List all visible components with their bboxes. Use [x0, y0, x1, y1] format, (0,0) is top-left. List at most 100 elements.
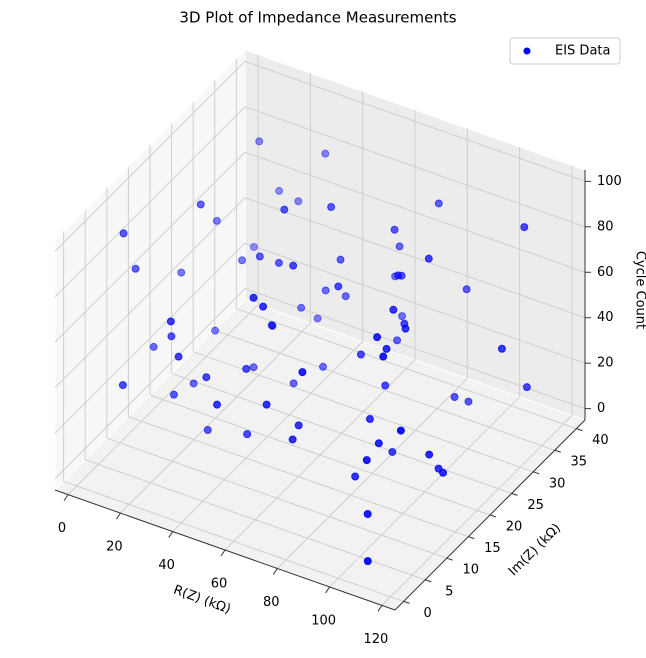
- data-point: [202, 373, 211, 382]
- data-point: [321, 286, 330, 295]
- x-tick-label: 20: [106, 540, 123, 555]
- data-point: [362, 456, 371, 465]
- data-point: [395, 242, 404, 251]
- data-point: [289, 379, 298, 388]
- data-point: [149, 342, 158, 351]
- data-point: [119, 229, 128, 238]
- data-point: [398, 312, 407, 321]
- tick-mark: [511, 492, 518, 496]
- tick-mark: [403, 600, 410, 604]
- data-point: [390, 225, 399, 234]
- data-point: [497, 344, 506, 353]
- data-point: [189, 379, 198, 388]
- grid-line: [193, 351, 534, 473]
- y-axis: [394, 419, 586, 611]
- data-point: [196, 200, 205, 209]
- grid-line: [244, 60, 586, 182]
- data-point: [118, 381, 127, 390]
- data-point: [262, 400, 271, 409]
- data-point: [396, 426, 405, 435]
- data-point: [275, 186, 284, 195]
- data-point: [439, 468, 448, 477]
- x-tick-label: 0: [58, 521, 66, 536]
- data-point: [169, 390, 178, 399]
- data-point: [255, 252, 264, 261]
- data-point: [274, 258, 283, 267]
- grid-line: [128, 416, 469, 538]
- tick-mark: [489, 514, 497, 518]
- data-point: [238, 256, 247, 265]
- grid-line: [54, 61, 246, 252]
- grid-line: [244, 242, 586, 364]
- y-tick-label: 5: [445, 584, 453, 599]
- data-point: [382, 344, 391, 353]
- tick-mark: [168, 531, 174, 538]
- data-point: [212, 216, 221, 225]
- data-point: [388, 447, 397, 456]
- x-tick-label: 40: [158, 558, 175, 573]
- data-point: [424, 254, 433, 263]
- tick-mark: [446, 557, 453, 561]
- data-point: [336, 255, 345, 264]
- data-point: [522, 383, 531, 392]
- data-point: [374, 439, 383, 448]
- data-point: [520, 223, 529, 232]
- legend-marker: [523, 47, 531, 55]
- data-point: [249, 293, 258, 302]
- data-point: [255, 137, 264, 146]
- data-point: [434, 199, 443, 208]
- data-point: [365, 415, 374, 424]
- tick-mark: [325, 586, 331, 594]
- data-point: [327, 202, 336, 211]
- data-point: [356, 350, 365, 359]
- tick-mark: [425, 579, 432, 583]
- y-tick-label: 20: [506, 520, 523, 535]
- data-point: [203, 425, 212, 434]
- z-tick-label: 0: [597, 401, 605, 416]
- data-point: [401, 324, 410, 333]
- data-point: [425, 450, 434, 459]
- tick-mark: [377, 605, 383, 612]
- grid-line: [106, 437, 447, 559]
- grid-line: [54, 151, 246, 343]
- data-point: [167, 332, 176, 341]
- tick-mark: [533, 471, 540, 475]
- data-point: [450, 393, 459, 402]
- x-axis: [54, 489, 396, 611]
- grid-line: [244, 106, 586, 228]
- grid-line: [244, 151, 586, 273]
- tick-mark: [63, 494, 69, 501]
- data-point: [249, 242, 258, 251]
- y-tick-label: 30: [549, 476, 566, 491]
- z-tick-label: 20: [597, 356, 614, 371]
- data-point: [464, 397, 473, 406]
- x-tick-label: 120: [364, 632, 389, 647]
- data-point: [288, 435, 297, 444]
- data-point: [249, 363, 258, 372]
- data-point: [393, 336, 402, 345]
- data-point: [351, 472, 360, 481]
- x-tick-label: 60: [211, 577, 228, 592]
- y-tick-label: 40: [592, 433, 609, 448]
- data-point: [213, 400, 222, 409]
- y-tick-label: 10: [463, 563, 480, 578]
- tick-mark: [115, 512, 121, 520]
- data-point: [334, 282, 343, 291]
- legend-label: EIS Data: [555, 44, 610, 59]
- data-point: [298, 368, 307, 377]
- data-point: [174, 352, 183, 361]
- data-point: [313, 314, 322, 323]
- data-point: [166, 317, 175, 326]
- y-tick-label: 35: [570, 455, 587, 470]
- y-tick-label: 25: [527, 498, 544, 513]
- legend: [509, 37, 621, 65]
- grid-line: [54, 106, 246, 298]
- chart-title: 3D Plot of Impedance Measurements: [179, 9, 456, 27]
- data-point: [211, 326, 220, 335]
- data-point: [280, 205, 289, 214]
- z-tick-label: 80: [597, 219, 614, 234]
- tick-mark: [220, 549, 226, 557]
- data-point: [363, 510, 372, 519]
- grid-line: [244, 197, 586, 319]
